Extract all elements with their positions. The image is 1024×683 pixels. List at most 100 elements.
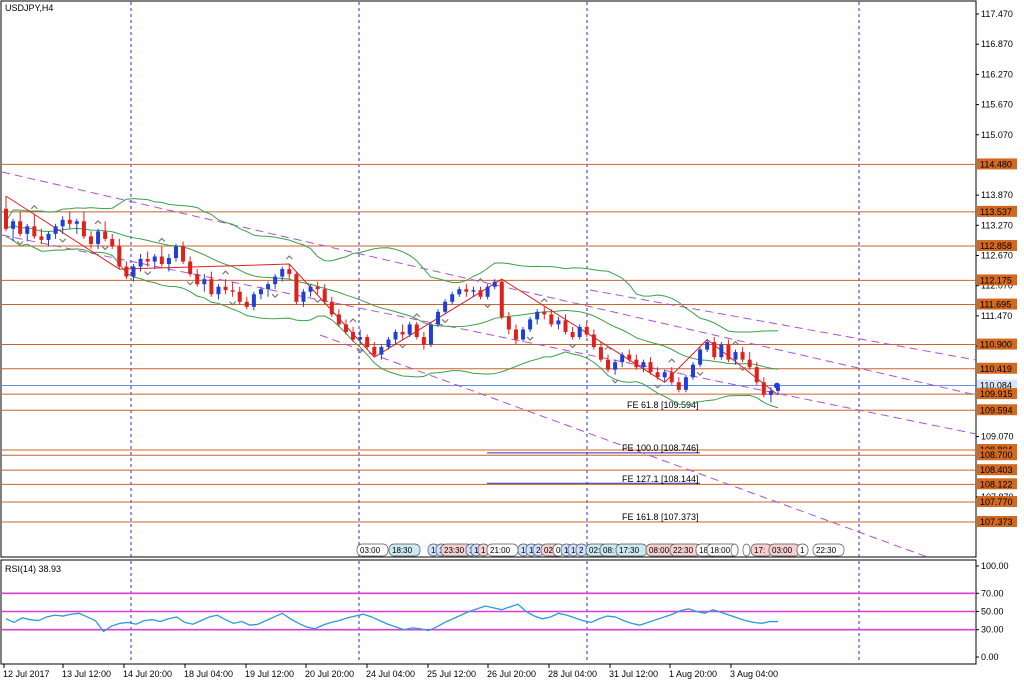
candle-body [705, 342, 710, 350]
candle-body [627, 354, 632, 360]
candle-body [315, 286, 320, 290]
price-level-text: 107.373 [980, 517, 1013, 527]
candle-body [103, 231, 108, 239]
candle-body [202, 279, 207, 285]
price-level-text: 113.537 [980, 207, 1012, 217]
session-tag-box [742, 543, 751, 557]
session-tag-box [730, 543, 739, 557]
candle-body [258, 289, 263, 295]
candle-body [761, 382, 766, 395]
time-tick-label: 13 Jul 12:00 [62, 669, 111, 679]
session-tag-text: 1 [529, 546, 534, 555]
session-tag-text: 18:30 [392, 546, 413, 555]
candle-body [450, 294, 455, 302]
candle-body [67, 219, 72, 224]
candle-body [768, 390, 773, 395]
time-tick-label: 24 Jul 04:00 [366, 669, 415, 679]
candle-body [322, 289, 327, 302]
candle-body [152, 256, 157, 262]
price-level-text: 109.915 [980, 389, 1013, 399]
candle-body [173, 246, 178, 259]
channel-line[interactable] [1, 171, 977, 396]
price-tick-label: 113.870 [981, 190, 1013, 200]
horizontal-levels[interactable] [2, 163, 976, 523]
fractal-down-arrow [59, 238, 67, 243]
time-tick-label: 28 Jul 04:00 [548, 669, 597, 679]
price-level-text: 109.594 [980, 405, 1013, 415]
candle-body [712, 342, 717, 358]
fractal-down-arrow [229, 301, 237, 306]
price-level-text: 112.858 [980, 241, 1012, 251]
candle-body [414, 324, 419, 338]
fractal-up-arrow [604, 345, 612, 351]
candle-body [18, 221, 23, 234]
candle-body [506, 316, 511, 330]
fractal-down-arrow [484, 303, 492, 309]
price-tick-label: 116.270 [981, 69, 1013, 79]
session-tag-box [796, 543, 809, 557]
price-tick-label: 112.070 [981, 281, 1013, 291]
price-tick-label: 117.470 [981, 9, 1013, 19]
candle-body [53, 226, 58, 234]
candle-body [145, 259, 150, 262]
fractal-down-arrow [654, 384, 662, 389]
candle-body [195, 274, 200, 285]
fractal-down-arrow [186, 281, 194, 286]
candle-body [209, 279, 214, 295]
price-level-text: 112.175 [980, 275, 1012, 285]
rsi-label: RSI(14) 38.93 [5, 564, 61, 574]
session-tag-text: 0 [556, 546, 561, 555]
fractal-down-arrow [696, 371, 704, 377]
fractal-up-arrow [349, 318, 357, 323]
rsi-tick-label: 50.00 [981, 607, 1004, 617]
candle-body [740, 352, 745, 360]
candle-body [81, 221, 86, 237]
price-tick-label: 115.070 [981, 130, 1013, 140]
fibonacci-expansion: FE 61.8 [109.594] FE 100.0 [108.746] FE 12… [487, 400, 700, 522]
candle-body [251, 294, 256, 307]
price-level-box [977, 158, 1017, 170]
time-tick-label: 14 Jul 20:00 [123, 669, 172, 679]
candle-body [662, 372, 667, 378]
candle-body [287, 269, 292, 275]
candle-body [570, 331, 575, 338]
session-tags: 03:0018:301123:3011121:0011202:011202:08… [356, 543, 845, 557]
candle-body [691, 364, 696, 378]
candle-body [683, 377, 688, 390]
price-level-box [977, 388, 1017, 400]
fractal-down-arrow [16, 240, 24, 246]
candle-body [4, 208, 8, 229]
candle-body [471, 290, 476, 292]
price-level-box [977, 205, 1017, 217]
time-tick-label: 26 Jul 20:00 [487, 669, 536, 679]
fractal-up-arrow [732, 340, 739, 346]
channel-line[interactable] [589, 289, 977, 361]
candle-body [436, 311, 441, 325]
candle-body [733, 352, 738, 360]
candle-body [598, 347, 603, 360]
price-tick-label: 113.270 [981, 220, 1013, 230]
candle-body [46, 233, 51, 240]
candle-body [400, 331, 405, 335]
candle-body [591, 334, 596, 348]
fractal-down-arrow [569, 344, 577, 349]
candle-body [776, 387, 780, 391]
channel-line[interactable] [1, 234, 977, 435]
main-chart-frame [0, 0, 977, 558]
candle-body [138, 259, 143, 267]
candle-body [606, 359, 611, 370]
session-tag-text: 22:30 [673, 546, 694, 555]
rsi-tick-label: 70.00 [981, 588, 1004, 598]
candle-body [428, 324, 433, 345]
session-tag-text: 03:00 [360, 546, 381, 555]
candle-body [726, 344, 731, 360]
candle-body [237, 291, 242, 302]
price-level-text: 110.084 [980, 381, 1012, 391]
candle-body [117, 246, 122, 267]
price-channel[interactable] [1, 171, 977, 559]
candle-body [457, 289, 462, 295]
channel-line[interactable] [319, 334, 931, 559]
time-tick-label: 19 Jul 12:00 [245, 669, 294, 679]
candle-body [266, 284, 271, 290]
